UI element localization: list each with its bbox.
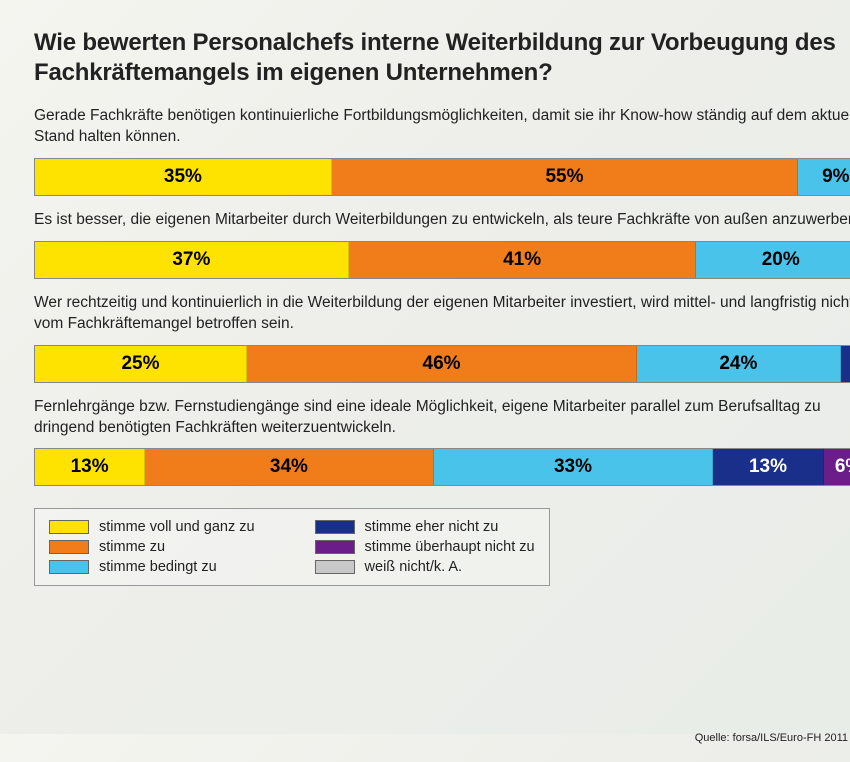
legend-item-weiss: weiß nicht/k. A. [315, 559, 535, 575]
bar-segment-ueberhaupt: 6% [824, 449, 850, 485]
legend-item-zu: stimme zu [49, 539, 255, 555]
bar-segment-zu: 34% [145, 449, 433, 485]
legend-swatch [315, 520, 355, 534]
question-text: Gerade Fachkräfte benötigen kontinuierli… [34, 106, 850, 148]
bar-segment-zu: 46% [247, 346, 637, 382]
stacked-bar: 35%55%9% [34, 158, 850, 196]
legend-swatch [49, 560, 89, 574]
legend-label: weiß nicht/k. A. [365, 559, 463, 575]
bar-segment-bedingt: 33% [434, 449, 714, 485]
question-text: Es ist besser, die eigenen Mitarbeiter d… [34, 210, 850, 231]
bar-segment-bedingt: 24% [637, 346, 841, 382]
legend-swatch [49, 520, 89, 534]
legend-item-voll: stimme voll und ganz zu [49, 519, 255, 535]
page-title: Wie bewerten Personalchefs interne Weite… [34, 28, 850, 88]
bar-segment-bedingt: 20% [696, 242, 850, 278]
bar-segment-voll: 13% [35, 449, 145, 485]
bar-segment-bedingt: 9% [798, 159, 850, 195]
bar-segment-voll: 35% [35, 159, 332, 195]
legend: stimme voll und ganz zu stimme zu stimme b… [34, 508, 550, 586]
legend-swatch [49, 540, 89, 554]
legend-swatch [315, 560, 355, 574]
bar-segment-voll: 37% [35, 242, 349, 278]
bar-segment-ehernicht [841, 346, 850, 382]
questions-container: Gerade Fachkräfte benötigen kontinuierli… [34, 106, 850, 486]
stacked-bar: 25%46%24% [34, 345, 850, 383]
bar-segment-voll: 25% [35, 346, 247, 382]
legend-label: stimme voll und ganz zu [99, 519, 255, 535]
question-text: Wer rechtzeitig und kontinuierlich in di… [34, 293, 850, 335]
stacked-bar: 37%41%20% [34, 241, 850, 279]
legend-swatch [315, 540, 355, 554]
legend-item-ehernicht: stimme eher nicht zu [315, 519, 535, 535]
legend-item-bedingt: stimme bedingt zu [49, 559, 255, 575]
bar-segment-zu: 41% [349, 242, 697, 278]
question-text: Fernlehrgänge bzw. Fernstudiengänge sind… [34, 397, 850, 439]
legend-col: stimme voll und ganz zu stimme zu stimme b… [49, 519, 255, 575]
stacked-bar: 13%34%33%13%6% [34, 448, 850, 486]
bar-segment-ehernicht: 13% [713, 449, 823, 485]
legend-col: stimme eher nicht zu stimme überhaupt nic… [315, 519, 535, 575]
legend-label: stimme eher nicht zu [365, 519, 499, 535]
legend-item-ueberhaupt: stimme überhaupt nicht zu [315, 539, 535, 555]
bar-segment-zu: 55% [332, 159, 798, 195]
legend-label: stimme bedingt zu [99, 559, 217, 575]
legend-label: stimme zu [99, 539, 165, 555]
legend-label: stimme überhaupt nicht zu [365, 539, 535, 555]
